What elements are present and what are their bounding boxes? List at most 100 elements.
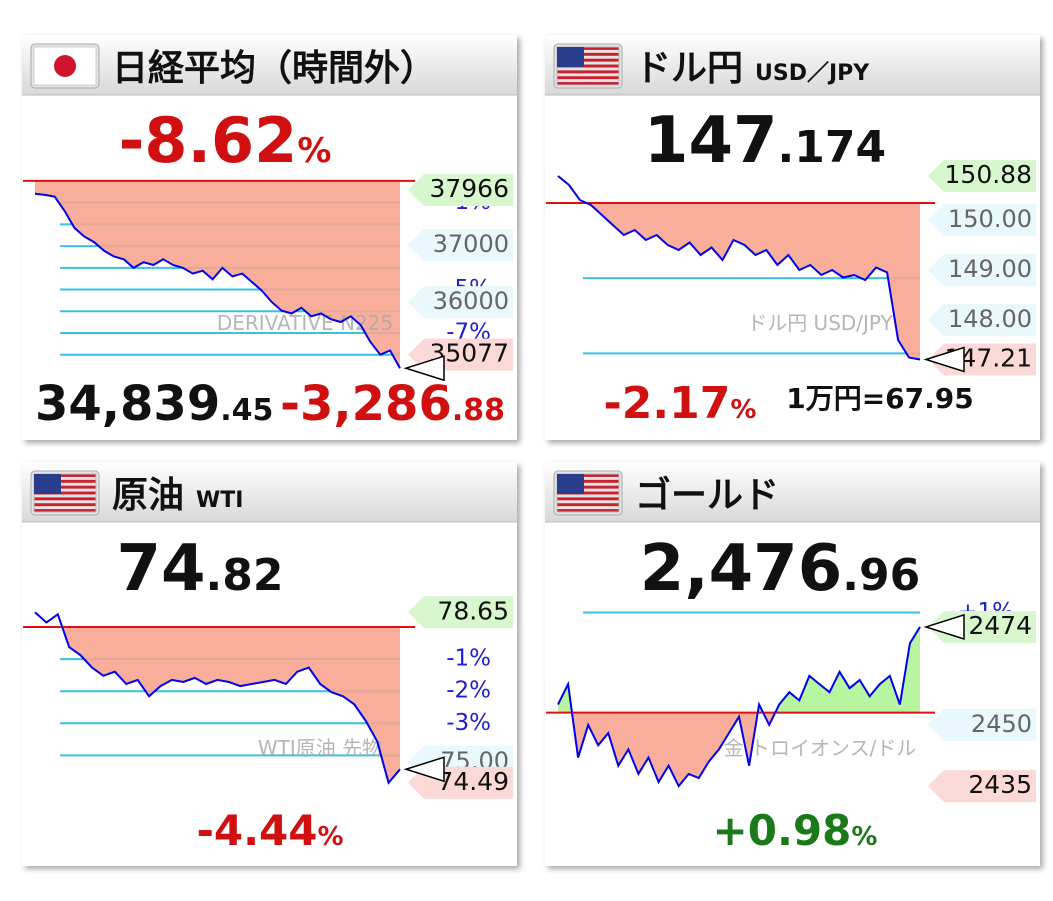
y-tick-label: 37000 [433, 230, 509, 258]
value-text: -4.44% [196, 806, 343, 855]
change: +0.98 [713, 806, 852, 855]
title-subtext: USD／JPY [755, 61, 870, 86]
flag-stripe [34, 497, 96, 501]
flag-canton [557, 47, 584, 67]
flag-stripe [557, 64, 619, 68]
high-tag [928, 160, 1036, 192]
value-text: +0.98% [713, 806, 878, 855]
title-text: 日経平均（時間外） [112, 48, 436, 89]
current-marker [923, 346, 965, 373]
flag-stripe [557, 509, 619, 512]
title-text: ゴールド [635, 474, 779, 516]
price: 34,839 [35, 376, 220, 432]
flag-stripe [34, 491, 96, 495]
high-label: 37966 [429, 174, 509, 203]
current-marker [403, 756, 445, 783]
current-marker [403, 355, 445, 382]
pct-tick-label: -3% [446, 710, 491, 736]
watermark: WTI原油 先物 [258, 736, 382, 760]
change: -4.44 [196, 806, 317, 855]
price: 2,476 [640, 532, 842, 606]
watermark: ドル円 USD/JPY [747, 311, 893, 335]
high-tag [408, 596, 513, 629]
flag-stripe [34, 503, 96, 507]
panel-title: 原油 WTI [112, 475, 243, 516]
flag-stripe [557, 47, 619, 50]
y-tick-label: 36000 [433, 287, 509, 315]
change-unit: % [297, 131, 331, 171]
change-unit: % [851, 822, 877, 852]
watermark: 金 トロイオンス/ドル [724, 736, 917, 760]
net-change: -3,286 [280, 376, 452, 432]
price: 147 [644, 104, 778, 178]
pct-tick-label: -2% [446, 678, 491, 704]
flag-canton [557, 474, 584, 494]
value-text: -2.17% [604, 378, 757, 429]
flag-stripe [557, 52, 619, 56]
loss-area [558, 203, 920, 360]
panel-title: ゴールド [635, 474, 779, 516]
high-tag [408, 174, 513, 207]
panel-header [22, 462, 517, 522]
value-text: -3,286.88 [280, 376, 505, 432]
flag-stripe [557, 70, 619, 74]
price-decimal: .82 [206, 550, 284, 601]
flag-stripe [557, 479, 619, 483]
value-text: 74.82 [116, 532, 283, 606]
price-decimal: .174 [778, 122, 887, 173]
loss-area [62, 627, 400, 783]
value-text: 34,839.45 [35, 376, 273, 432]
y-tick-tag [928, 708, 1036, 741]
panel-header [545, 35, 1040, 95]
flag-stripe [557, 503, 619, 507]
flag-stripe [34, 474, 96, 477]
high-label: 2474 [968, 611, 1032, 640]
price: 74 [116, 532, 205, 606]
y-tick-label: 150.00 [948, 205, 1032, 233]
low-tag [928, 770, 1036, 803]
panel-header [545, 462, 1040, 522]
title-text: 原油 [112, 475, 184, 516]
value-text: 2,476.96 [640, 532, 920, 606]
flag-stripe [34, 479, 96, 483]
flag-sun [54, 55, 76, 77]
current-marker [923, 613, 965, 640]
pct-tick-label: -1% [446, 646, 491, 672]
panel: 日経平均（時間外）DERIVATIVE N225-1%-5%-7%3600037… [22, 35, 517, 440]
watermark: DERIVATIVE N225 [217, 311, 393, 335]
change-unit: % [318, 822, 344, 852]
y-tick-label: 148.00 [948, 305, 1032, 333]
loss-area [35, 180, 400, 369]
high-label: 78.65 [437, 596, 509, 625]
gain-area [558, 626, 920, 713]
panel-header [22, 35, 517, 95]
note: 1万円=67.95 [786, 382, 974, 415]
net-change-decimal: .88 [452, 393, 505, 428]
price-decimal: .45 [220, 393, 273, 428]
price-line [34, 611, 401, 785]
flag-stripe [34, 509, 96, 512]
loss-area [571, 712, 776, 787]
y-tick-tag [408, 229, 513, 262]
flag-stripe [557, 474, 619, 477]
price-line [557, 175, 921, 361]
flag-canton [34, 474, 61, 494]
y-tick-tag [928, 204, 1036, 236]
panel: ドル円 USD／JPY ドル円 USD/JPY 148.00 149.00 150.00 1… [545, 35, 1040, 440]
value-text: 1万円=67.95 [786, 382, 974, 415]
high-label: 150.88 [945, 160, 1032, 189]
panel-title: 日経平均（時間外） [112, 48, 436, 89]
price-line [557, 626, 921, 788]
value-text: 147.174 [644, 104, 886, 178]
y-tick-label: 149.00 [948, 255, 1032, 283]
change: -8.62 [119, 104, 298, 177]
price-decimal: .96 [842, 550, 920, 601]
price-line [34, 192, 401, 369]
flag-stripe [557, 491, 619, 495]
flag-stripe [34, 485, 96, 489]
flag-stripe [557, 76, 619, 80]
